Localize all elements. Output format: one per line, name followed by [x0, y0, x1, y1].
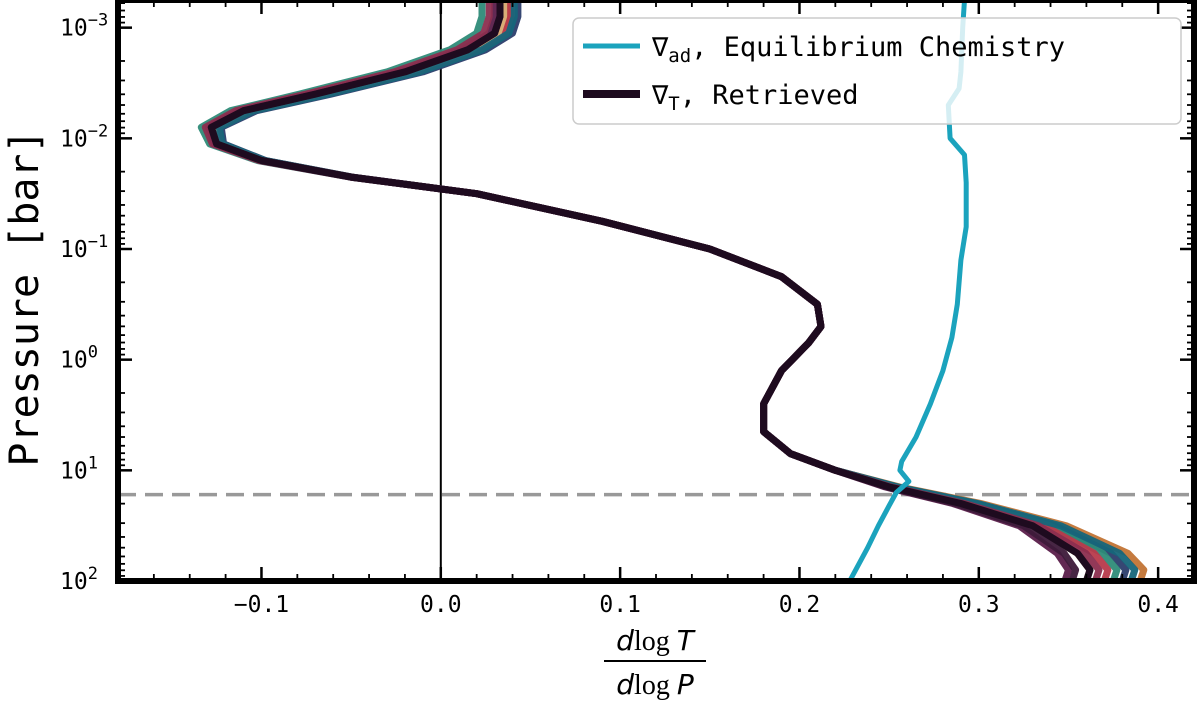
- legend-box: [572, 17, 1182, 125]
- y-tick-label: 101: [60, 453, 98, 484]
- x-axis-label-denominator: dlog P: [616, 668, 694, 701]
- y-tick-label: 102: [60, 564, 98, 595]
- y-tick-label-exponent: −1: [88, 232, 108, 252]
- x-axis-label: dlog T dlog P: [604, 624, 706, 701]
- y-tick-label-base: 10: [60, 16, 88, 42]
- y-tick-label-exponent: 2: [88, 564, 98, 584]
- x-axis-label-numerator: dlog T: [616, 624, 696, 657]
- y-tick-label-exponent: −3: [88, 11, 108, 31]
- x-tick-label: 0.3: [958, 592, 1000, 618]
- y-axis-label: Pressure [bar]: [2, 129, 48, 466]
- y-tick-label-exponent: 0: [88, 343, 98, 363]
- y-tick-label-base: 10: [60, 348, 88, 374]
- y-tick-label: 100: [60, 343, 98, 374]
- y-tick-label: 10−3: [60, 11, 108, 42]
- legend-label-grad-t: ∇T, Retrieved: [651, 80, 859, 115]
- y-tick-label-exponent: 1: [88, 453, 98, 473]
- y-tick-label: 10−2: [60, 121, 108, 152]
- x-tick-label: 0.0: [420, 592, 462, 618]
- y-tick-label: 10−1: [60, 232, 108, 263]
- legend: ∇ad, Equilibrium Chemistry ∇T, Retrieved: [572, 17, 1182, 125]
- y-tick-label-base: 10: [60, 569, 88, 595]
- series-layer: [197, 0, 1148, 581]
- x-tick-label: −0.1: [234, 592, 289, 618]
- x-tick-label: 0.1: [599, 592, 641, 618]
- x-tick-label: 0.4: [1137, 592, 1179, 618]
- x-tick-labels: −0.1 0.0 0.1 0.2 0.3 0.4: [234, 592, 1179, 618]
- x-tick-label: 0.2: [779, 592, 821, 618]
- y-tick-label-base: 10: [60, 126, 88, 152]
- y-tick-label-exponent: −2: [88, 121, 108, 141]
- reference-lines: [118, 0, 1194, 581]
- y-tick-label-base: 10: [60, 458, 88, 484]
- y-tick-label-base: 10: [60, 237, 88, 263]
- legend-label-grad-ad: ∇ad, Equilibrium Chemistry: [651, 32, 1065, 67]
- retrieved-gradient-line: [207, 0, 1094, 581]
- axis-ticks: [117, 0, 1195, 583]
